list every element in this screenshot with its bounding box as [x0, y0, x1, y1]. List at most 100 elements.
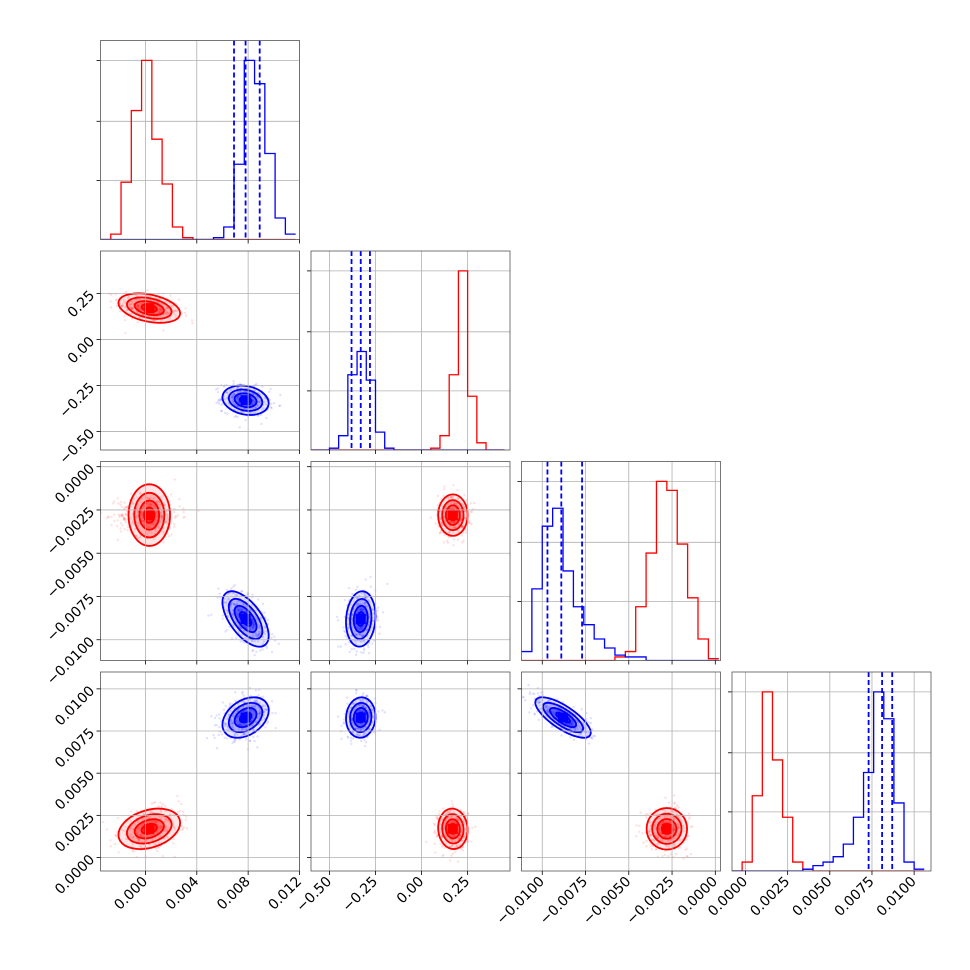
scatter-point	[251, 627, 255, 630]
scatter-point	[157, 527, 161, 530]
scatter-point	[250, 391, 253, 395]
scatter-point	[452, 506, 456, 509]
scatter-point	[252, 621, 255, 625]
scatter-point	[124, 331, 127, 335]
scatter-point	[262, 713, 266, 716]
scatter-point	[376, 619, 380, 622]
scatter-point	[138, 825, 141, 829]
scatter-point	[673, 827, 676, 831]
scatter-point	[263, 707, 267, 711]
scatter-point	[347, 627, 351, 630]
scatter-point	[223, 398, 227, 401]
scatter-point	[665, 845, 669, 848]
scatter-point	[262, 704, 265, 707]
scatter-point	[252, 620, 255, 623]
scatter-point	[350, 718, 354, 722]
scatter-point	[362, 704, 366, 708]
scatter-point	[669, 821, 672, 824]
scatter-point	[152, 833, 155, 837]
scatter-point	[123, 829, 126, 832]
scatter-point	[239, 724, 242, 727]
scatter-point	[458, 522, 461, 526]
scatter-point	[232, 401, 236, 404]
scatter-point	[354, 726, 357, 730]
scatter-point	[122, 302, 125, 305]
scatter-point	[135, 829, 138, 833]
scatter-point	[240, 608, 243, 611]
scatter-point	[121, 304, 124, 307]
scatter-point	[124, 306, 127, 309]
scatter-point	[456, 497, 459, 501]
scatter-point	[444, 813, 448, 816]
scatter-point	[232, 393, 236, 396]
scatter-point	[362, 607, 365, 610]
scatter-point	[664, 820, 668, 824]
scatter-point	[453, 526, 457, 529]
scatter-point	[124, 837, 128, 841]
scatter-point	[158, 310, 162, 313]
scatter-point	[241, 608, 245, 611]
scatter-point	[251, 622, 255, 625]
scatter-point	[133, 497, 136, 501]
scatter-point	[451, 803, 454, 806]
scatter-point	[120, 515, 124, 518]
scatter-point	[236, 720, 239, 723]
scatter-point	[358, 608, 361, 612]
scatter-point	[148, 497, 151, 500]
scatter-point	[450, 854, 453, 857]
scatter-point	[119, 310, 122, 313]
scatter-point	[454, 833, 457, 837]
scatter-point	[451, 526, 454, 530]
scatter-point	[231, 396, 234, 399]
scatter-point	[676, 826, 680, 829]
scatter-point	[369, 575, 372, 579]
scatter-point	[438, 531, 442, 535]
scatter-point	[372, 612, 375, 615]
scatter-point	[142, 520, 145, 523]
scatter-point	[160, 516, 164, 519]
scatter-point	[162, 329, 165, 332]
scatter-point	[258, 631, 262, 634]
scatter-point	[139, 512, 143, 515]
scatter-point	[140, 514, 144, 517]
scatter-point	[223, 597, 227, 600]
scatter-point	[261, 385, 264, 388]
scatter-point	[136, 305, 140, 309]
scatter-point	[673, 801, 677, 805]
scatter-point	[366, 643, 369, 647]
scatter-point	[217, 713, 221, 716]
scatter-point	[165, 306, 168, 310]
scatter-point	[163, 829, 167, 832]
scatter-point	[234, 699, 237, 703]
scatter-point	[185, 815, 188, 818]
scatter-point	[350, 617, 354, 620]
scatter-point	[656, 836, 660, 839]
scatter-point	[439, 510, 442, 513]
scatter-point	[383, 711, 387, 714]
scatter-point	[217, 400, 220, 404]
scatter-point	[648, 833, 651, 837]
scatter-point	[123, 298, 126, 302]
scatter-point	[172, 312, 176, 316]
scatter-point	[243, 723, 246, 726]
scatter-point	[152, 319, 155, 322]
scatter-point	[678, 826, 681, 829]
scatter-point	[676, 823, 680, 826]
scatter-point	[115, 304, 119, 308]
scatter-point	[369, 705, 373, 708]
scatter-point	[641, 832, 644, 835]
scatter-point	[672, 828, 675, 831]
scatter-point	[256, 414, 260, 417]
scatter-point	[433, 822, 436, 826]
scatter-point	[171, 310, 175, 313]
scatter-point	[233, 403, 237, 406]
scatter-point	[253, 704, 256, 708]
scatter-point	[158, 307, 161, 311]
scatter-point	[452, 835, 455, 838]
scatter-point	[442, 807, 445, 810]
scatter-point	[678, 824, 681, 828]
scatter-point	[251, 639, 254, 643]
scatter-point	[226, 611, 230, 615]
scatter-point	[351, 702, 355, 705]
scatter-point	[228, 389, 232, 392]
